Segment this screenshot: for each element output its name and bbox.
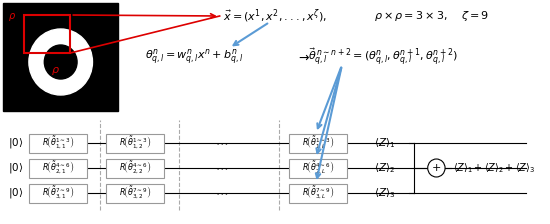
Text: $\langle Z \rangle_2$: $\langle Z \rangle_2$ xyxy=(374,161,395,175)
Text: $\vec{\theta}^{\,n \sim n+2}_{q,l} = (\theta^n_{q,l}, \theta^{n+1}_{q,l}, \theta: $\vec{\theta}^{\,n \sim n+2}_{q,l} = (\t… xyxy=(308,46,458,68)
Bar xyxy=(29,159,87,177)
Text: $\cdots$: $\cdots$ xyxy=(215,162,228,174)
Text: $R\!\left(\tilde{\theta}^{7\sim9}_{3,1}\right)$: $R\!\left(\tilde{\theta}^{7\sim9}_{3,1}\… xyxy=(42,185,74,201)
Text: $\cdots$: $\cdots$ xyxy=(215,187,228,200)
Text: $|0\rangle$: $|0\rangle$ xyxy=(8,161,23,175)
Text: $R\!\left(\tilde{\theta}^{7\sim9}_{3,2}\right)$: $R\!\left(\tilde{\theta}^{7\sim9}_{3,2}\… xyxy=(119,185,151,201)
Text: $\vec{x} = (x^1, x^2, ..., x^\zeta),$: $\vec{x} = (x^1, x^2, ..., x^\zeta),$ xyxy=(223,7,327,25)
Text: $R\!\left(\tilde{\theta}^{4\sim6}_{2,2}\right)$: $R\!\left(\tilde{\theta}^{4\sim6}_{2,2}\… xyxy=(119,160,151,176)
Text: $R\!\left(\tilde{\theta}^{4\sim6}_{2,1}\right)$: $R\!\left(\tilde{\theta}^{4\sim6}_{2,1}\… xyxy=(42,160,74,176)
Bar xyxy=(24,15,70,53)
Bar xyxy=(3,3,118,111)
Text: $\rightarrow$: $\rightarrow$ xyxy=(296,50,310,63)
Text: $\theta^n_{q,l} = w^n_{q,l} x^n + b^n_{q,l}$: $\theta^n_{q,l} = w^n_{q,l} x^n + b^n_{q… xyxy=(145,47,243,67)
Text: $\cdots$: $\cdots$ xyxy=(215,136,228,149)
Text: $\rho$: $\rho$ xyxy=(51,65,60,77)
Text: $\rho \times \rho = 3 \times 3,$: $\rho \times \rho = 3 \times 3,$ xyxy=(374,9,447,23)
Bar xyxy=(106,183,164,202)
Circle shape xyxy=(45,45,77,79)
Text: $\langle Z \rangle_1$: $\langle Z \rangle_1$ xyxy=(374,136,395,150)
Text: $R\!\left(\tilde{\theta}^{1\sim3}_{1,L}\right)$: $R\!\left(\tilde{\theta}^{1\sim3}_{1,L}\… xyxy=(302,135,334,151)
Bar xyxy=(289,183,347,202)
Bar xyxy=(29,134,87,153)
Text: $R\!\left(\tilde{\theta}^{4\sim6}_{2,L}\right)$: $R\!\left(\tilde{\theta}^{4\sim6}_{2,L}\… xyxy=(302,160,334,176)
Bar xyxy=(106,159,164,177)
Bar xyxy=(289,159,347,177)
Text: $\rho$: $\rho$ xyxy=(8,11,16,23)
Text: $|0\rangle$: $|0\rangle$ xyxy=(8,186,23,200)
Bar xyxy=(29,183,87,202)
Bar xyxy=(106,134,164,153)
Circle shape xyxy=(428,159,445,177)
Text: $|0\rangle$: $|0\rangle$ xyxy=(8,136,23,150)
Text: +: + xyxy=(432,163,441,173)
Text: $\langle Z \rangle_1 + \langle Z \rangle_2 + \langle Z \rangle_3$: $\langle Z \rangle_1 + \langle Z \rangle… xyxy=(453,161,535,175)
Text: $R\!\left(\tilde{\theta}^{1\sim3}_{1,2}\right)$: $R\!\left(\tilde{\theta}^{1\sim3}_{1,2}\… xyxy=(119,135,151,151)
Bar xyxy=(289,134,347,153)
Circle shape xyxy=(29,29,92,95)
Text: $\zeta = 9$: $\zeta = 9$ xyxy=(461,9,490,23)
Text: $R\!\left(\tilde{\theta}^{7\sim9}_{3,L}\right)$: $R\!\left(\tilde{\theta}^{7\sim9}_{3,L}\… xyxy=(302,185,334,201)
Text: $\langle Z \rangle_3$: $\langle Z \rangle_3$ xyxy=(374,186,395,200)
Text: $R\!\left(\tilde{\theta}^{1\sim3}_{1,1}\right)$: $R\!\left(\tilde{\theta}^{1\sim3}_{1,1}\… xyxy=(42,135,74,151)
